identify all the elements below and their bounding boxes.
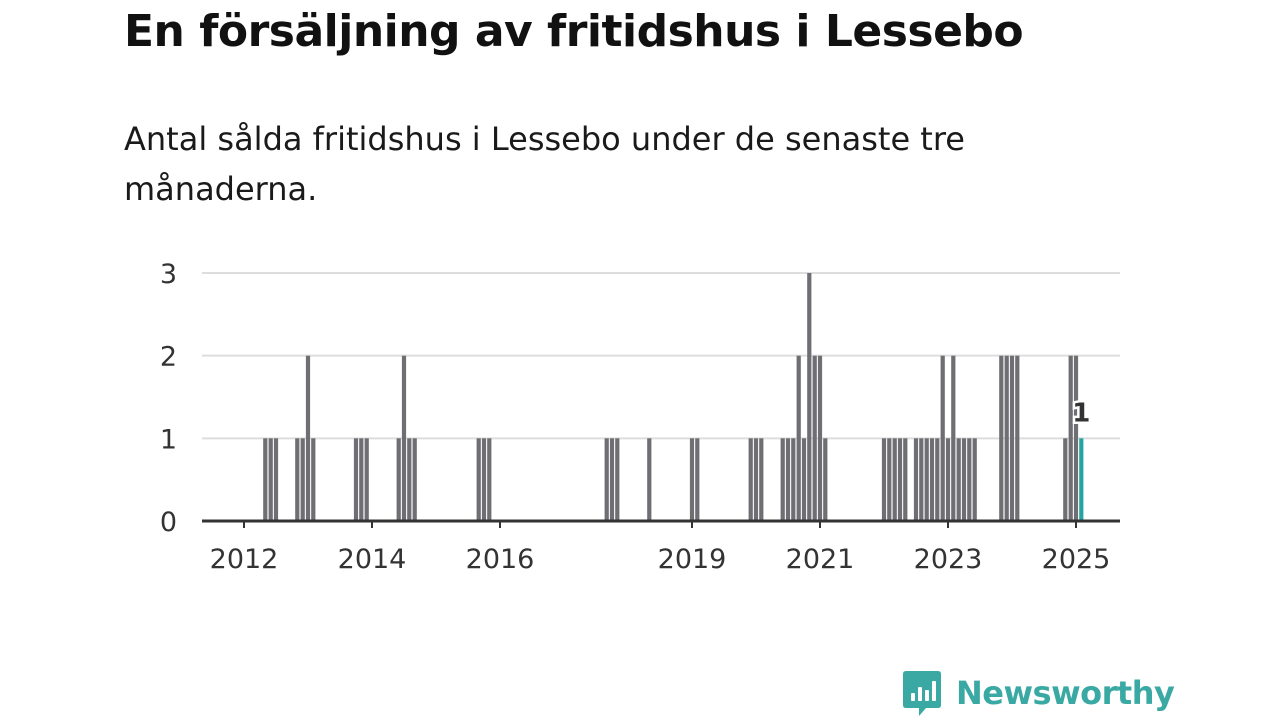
y-tick-label: 2 (160, 342, 177, 373)
bar (913, 438, 919, 521)
bar (748, 438, 753, 521)
gridlines (202, 272, 1120, 440)
bar (759, 438, 764, 521)
bar (295, 438, 300, 521)
x-tick-label: 2021 (786, 544, 855, 575)
bar (924, 438, 929, 521)
x-axis (202, 519, 1120, 528)
bar (311, 438, 316, 521)
bar (972, 438, 977, 521)
bar (300, 438, 305, 521)
bar (268, 438, 273, 521)
bar (695, 438, 700, 521)
bar (817, 355, 823, 521)
x-axis-labels: 2012 2014 2016 2019 2021 2023 2025 (210, 544, 1111, 575)
bar (364, 438, 369, 521)
bar (929, 438, 935, 521)
bar (801, 438, 807, 521)
y-axis-labels: 0 1 2 3 (160, 259, 177, 538)
bar (604, 438, 609, 521)
bar (956, 438, 961, 521)
bar (689, 438, 695, 521)
y-tick-label: 0 (160, 507, 177, 538)
x-tick-label: 2014 (338, 544, 407, 575)
bar (353, 438, 359, 521)
bar (823, 438, 828, 521)
bar (935, 438, 940, 521)
bar (407, 438, 412, 521)
bar (481, 438, 487, 521)
highlight-bar (1079, 438, 1084, 521)
chart-title: En försäljning av fritidshus i Lessebo (124, 6, 1024, 57)
bar (903, 438, 908, 521)
y-tick-label: 3 (160, 259, 177, 290)
y-tick-label: 1 (160, 424, 177, 455)
bar (615, 438, 620, 521)
chart-subtitle: Antal sålda fritidshus i Lessebo under d… (124, 120, 965, 208)
bar (1009, 355, 1015, 521)
bars (263, 273, 1084, 521)
bar (881, 438, 887, 521)
bar (967, 438, 972, 521)
bar (961, 438, 967, 521)
bar (487, 438, 492, 521)
bar (273, 438, 279, 521)
bar-chart: 0 1 2 3 2012 2014 2016 2019 2021 2023 2025 1 (160, 259, 1120, 575)
bar (1073, 355, 1079, 521)
bar (951, 355, 956, 521)
bar (396, 438, 401, 521)
bar (999, 355, 1004, 521)
bar (1015, 355, 1020, 521)
bar (412, 438, 417, 521)
bar (791, 438, 796, 521)
x-tick-label: 2023 (914, 544, 983, 575)
bar (940, 355, 945, 521)
bar (780, 438, 785, 521)
bar (305, 355, 311, 521)
x-tick-label: 2012 (210, 544, 279, 575)
bar (263, 438, 268, 521)
bar (892, 438, 897, 521)
highlight-value-label: 1 (1072, 398, 1090, 428)
x-tick-label: 2025 (1042, 544, 1111, 575)
bar (807, 273, 812, 521)
bar (785, 438, 791, 521)
bar (359, 438, 364, 521)
bar (796, 355, 801, 521)
bar (897, 438, 903, 521)
bar (753, 438, 759, 521)
bar (945, 438, 951, 521)
bar (1068, 355, 1073, 521)
x-tick-label: 2019 (658, 544, 727, 575)
bar (609, 438, 615, 521)
x-tick-label: 2016 (466, 544, 535, 575)
bar (401, 355, 407, 521)
bar (1004, 355, 1009, 521)
newsworthy-logo: Newsworthy (902, 670, 1175, 716)
bar (1063, 438, 1068, 521)
brand-name: Newsworthy (956, 674, 1175, 712)
bar (919, 438, 924, 521)
bar (887, 438, 892, 521)
bar (647, 438, 652, 521)
bar (476, 438, 481, 521)
annotations: 1 (1070, 396, 1093, 431)
bar (812, 355, 817, 521)
newsworthy-logo-icon (903, 671, 941, 716)
